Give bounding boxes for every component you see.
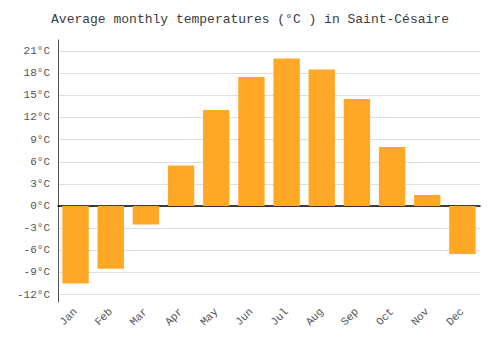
svg-text:21°C: 21°C	[24, 45, 51, 57]
svg-text:18°C: 18°C	[24, 67, 51, 79]
svg-text:15°C: 15°C	[24, 89, 51, 101]
svg-text:Aug: Aug	[304, 306, 326, 328]
svg-text:-12°C: -12°C	[17, 289, 50, 301]
svg-text:Jul: Jul	[268, 306, 290, 328]
svg-text:0°C: 0°C	[30, 200, 50, 212]
svg-text:Sep: Sep	[339, 306, 361, 328]
svg-text:Oct: Oct	[374, 306, 396, 328]
svg-text:Mar: Mar	[128, 306, 150, 328]
svg-text:9°C: 9°C	[30, 134, 50, 146]
svg-text:May: May	[198, 305, 221, 328]
svg-text:Nov: Nov	[409, 305, 432, 328]
svg-text:6°C: 6°C	[30, 156, 50, 168]
svg-text:Jan: Jan	[57, 306, 79, 328]
svg-text:3°C: 3°C	[30, 178, 50, 190]
svg-text:Dec: Dec	[444, 306, 466, 328]
svg-text:Jun: Jun	[233, 306, 255, 328]
svg-text:12°C: 12°C	[24, 111, 51, 123]
svg-text:-3°C: -3°C	[24, 222, 51, 234]
svg-text:-9°C: -9°C	[24, 266, 51, 278]
svg-text:Average monthly temperatures (: Average monthly temperatures (°C ) in Sa…	[51, 12, 449, 27]
svg-text:Apr: Apr	[163, 306, 185, 328]
svg-text:Feb: Feb	[93, 306, 115, 328]
svg-text:-6°C: -6°C	[24, 244, 51, 256]
